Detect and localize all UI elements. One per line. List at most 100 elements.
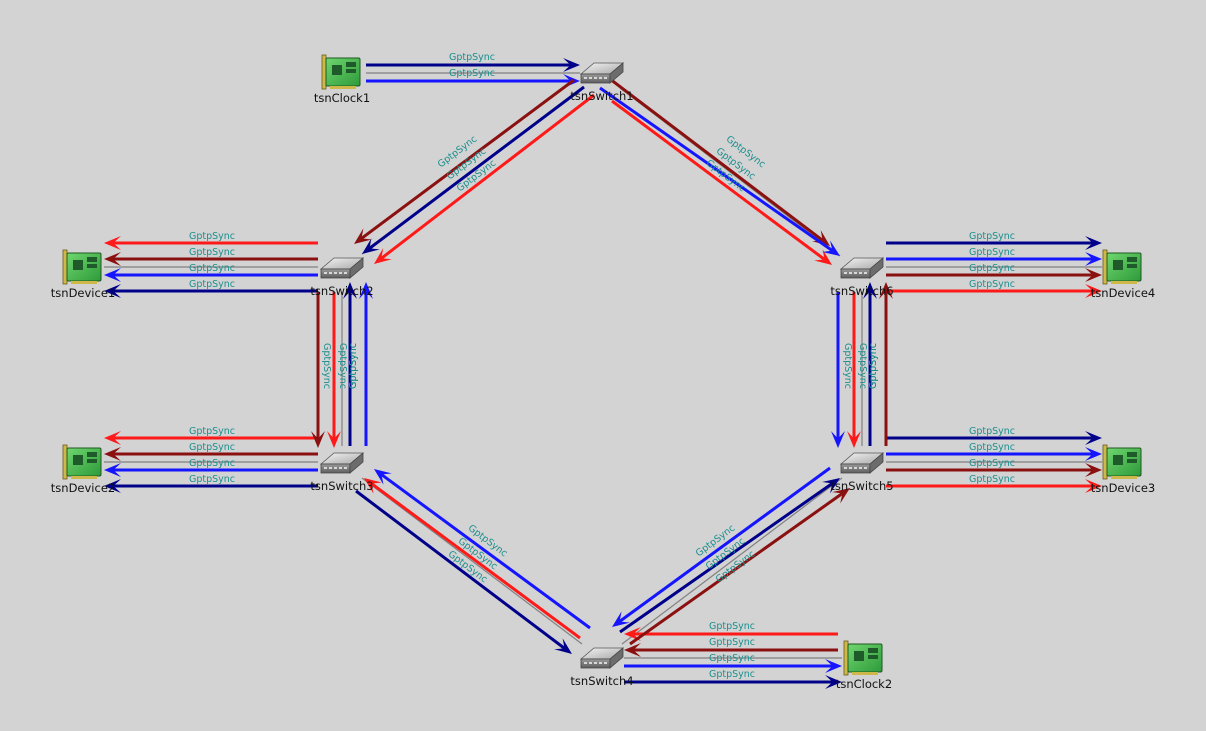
switch-icon xyxy=(319,452,365,474)
message-label: GptpSync xyxy=(321,343,332,389)
message-label: GptpSync xyxy=(868,343,879,389)
message-arrow-tsnswitch6-to-tsnswitch5 xyxy=(847,292,861,448)
message-arrow-tsnswitch1-to-tsnswitch2 xyxy=(362,85,585,254)
message-label: GptpSync xyxy=(857,343,868,389)
channel-line xyxy=(361,477,583,645)
message-arrow-tsnswitch6-to-tsndevice4 xyxy=(886,252,1102,266)
message-arrow-tsnswitch6-to-tsnswitch5 xyxy=(831,292,845,448)
switch-icon xyxy=(319,257,365,279)
message-arrow-tsnswitch5-to-tsndevice3 xyxy=(886,431,1102,445)
message-arrow-tsnswitch3-to-tsndevice2 xyxy=(104,463,318,477)
message-label: GptpSync xyxy=(189,426,235,437)
message-label: GptpSync xyxy=(969,442,1015,453)
message-label: GptpSync xyxy=(189,474,235,485)
network-card-icon xyxy=(1102,444,1142,480)
message-label: GptpSync xyxy=(189,231,235,242)
message-label: GptpSync xyxy=(189,247,235,258)
node-tsnswitch6[interactable]: tsnSwitch6 xyxy=(830,257,894,298)
message-arrow-tsnswitch5-to-tsndevice3 xyxy=(886,479,1102,493)
message-label: GptpSync xyxy=(969,426,1015,437)
message-arrow-tsnswitch3-to-tsndevice2 xyxy=(104,447,318,461)
message-arrow-tsnswitch4-to-tsnswitch3 xyxy=(374,469,591,630)
switch-icon xyxy=(839,452,885,474)
message-label: GptpSync xyxy=(348,343,359,389)
message-arrow-tsnswitch6-to-tsnswitch5 xyxy=(879,282,893,446)
node-tsndevice2[interactable]: tsnDevice2 xyxy=(51,444,115,495)
message-label: GptpSync xyxy=(709,621,755,632)
message-label: GptpSync xyxy=(709,653,755,664)
message-arrow-tsnswitch4-to-tsnswitch5 xyxy=(619,478,840,634)
node-label: tsnSwitch5 xyxy=(830,479,893,493)
node-tsnswitch5[interactable]: tsnSwitch5 xyxy=(830,452,894,493)
message-label: GptpSync xyxy=(969,474,1015,485)
node-tsndevice1[interactable]: tsnDevice1 xyxy=(51,249,115,300)
message-arrow-tsnswitch2-to-tsndevice1 xyxy=(104,252,318,266)
message-arrow-tsnswitch1-to-tsnswitch6 xyxy=(611,99,832,265)
message-arrow-tsnswitch2-to-tsnswitch3 xyxy=(359,282,373,446)
message-label: GptpSync xyxy=(969,458,1015,469)
node-label: tsnSwitch3 xyxy=(310,479,373,493)
message-label: GptpSync xyxy=(868,343,879,389)
node-tsnclock1[interactable]: tsnClock1 xyxy=(314,54,370,105)
node-tsnswitch3[interactable]: tsnSwitch3 xyxy=(310,452,374,493)
message-label: GptpSync xyxy=(348,343,359,389)
message-arrow-tsnswitch6-to-tsndevice4 xyxy=(886,268,1102,282)
switch-icon xyxy=(579,647,625,669)
message-label: GptpSync xyxy=(969,279,1015,290)
node-label: tsnDevice3 xyxy=(1091,481,1155,495)
network-card-icon xyxy=(1102,249,1142,285)
node-label: tsnSwitch2 xyxy=(310,284,373,298)
message-arrow-tsnswitch2-to-tsndevice1 xyxy=(104,284,318,298)
message-label: GptpSync xyxy=(842,343,853,389)
message-arrow-tsnswitch3-to-tsndevice2 xyxy=(104,479,318,493)
message-label: GptpSync xyxy=(337,343,348,389)
network-nodes: tsnClock1 tsnClock2 tsnDevice1 tsnDevice2 ts… xyxy=(51,54,1155,691)
message-label: GptpSync xyxy=(969,231,1015,242)
node-label: tsnClock1 xyxy=(314,91,370,105)
node-tsndevice3[interactable]: tsnDevice3 xyxy=(1091,444,1155,495)
switch-icon xyxy=(839,257,885,279)
message-arrow-tsnswitch2-to-tsndevice1 xyxy=(104,236,318,250)
node-label: tsnSwitch6 xyxy=(830,284,893,298)
message-arrow-tsnswitch4-to-tsnswitch3 xyxy=(364,478,581,640)
message-labels: GptpSyncGptpSyncGptpSyncGptpSyncGptpSync… xyxy=(189,52,1015,680)
message-arrow-tsnswitch6-to-tsnswitch5 xyxy=(863,282,877,446)
node-label: tsnDevice2 xyxy=(51,481,115,495)
channel-line xyxy=(621,477,843,645)
switch-icon xyxy=(579,62,625,84)
message-arrow-tsnswitch4-to-tsnswitch5 xyxy=(629,488,850,646)
node-tsnswitch4[interactable]: tsnSwitch4 xyxy=(570,647,634,688)
message-label: GptpSync xyxy=(709,669,755,680)
message-arrow-tsnswitch1-to-tsnswitch2 xyxy=(354,78,575,244)
message-arrow-tsnswitch4-to-tsnswitch3 xyxy=(355,489,572,654)
message-label: GptpSync xyxy=(189,458,235,469)
message-arrow-tsnswitch6-to-tsndevice4 xyxy=(886,284,1102,298)
network-card-icon xyxy=(321,54,361,90)
message-arrow-tsnswitch2-to-tsnswitch3 xyxy=(343,282,357,446)
node-label: tsnDevice1 xyxy=(51,286,115,300)
message-arrow-tsnswitch6-to-tsndevice4 xyxy=(886,236,1102,250)
message-arrow-tsnswitch4-to-tsnclock2 xyxy=(624,675,842,689)
message-arrow-tsnswitch2-to-tsndevice1 xyxy=(104,268,318,282)
node-label: tsnDevice4 xyxy=(1091,286,1155,300)
message-arrow-tsnclock2-to-tsnswitch4 xyxy=(624,643,838,657)
message-label: GptpSync xyxy=(449,52,495,63)
message-label: GptpSync xyxy=(449,68,495,79)
message-label: GptpSync xyxy=(189,442,235,453)
node-tsndevice4[interactable]: tsnDevice4 xyxy=(1091,249,1155,300)
node-tsnswitch1[interactable]: tsnSwitch1 xyxy=(570,62,634,103)
message-arrows xyxy=(104,58,1102,689)
node-tsnclock2[interactable]: tsnClock2 xyxy=(836,640,892,691)
node-label: tsnClock2 xyxy=(836,677,892,691)
node-tsnswitch2[interactable]: tsnSwitch2 xyxy=(310,257,374,298)
node-label: tsnSwitch1 xyxy=(570,89,633,103)
message-arrow-tsnswitch3-to-tsndevice2 xyxy=(104,431,318,445)
message-label: GptpSync xyxy=(969,247,1015,258)
network-card-icon xyxy=(843,640,883,676)
message-arrow-tsnswitch2-to-tsnswitch3 xyxy=(327,292,341,448)
message-label: GptpSync xyxy=(709,637,755,648)
message-arrow-tsnswitch4-to-tsnclock2 xyxy=(624,659,842,673)
message-arrow-tsnswitch1-to-tsnswitch6 xyxy=(599,86,840,256)
message-arrow-tsnswitch5-to-tsndevice3 xyxy=(886,463,1102,477)
